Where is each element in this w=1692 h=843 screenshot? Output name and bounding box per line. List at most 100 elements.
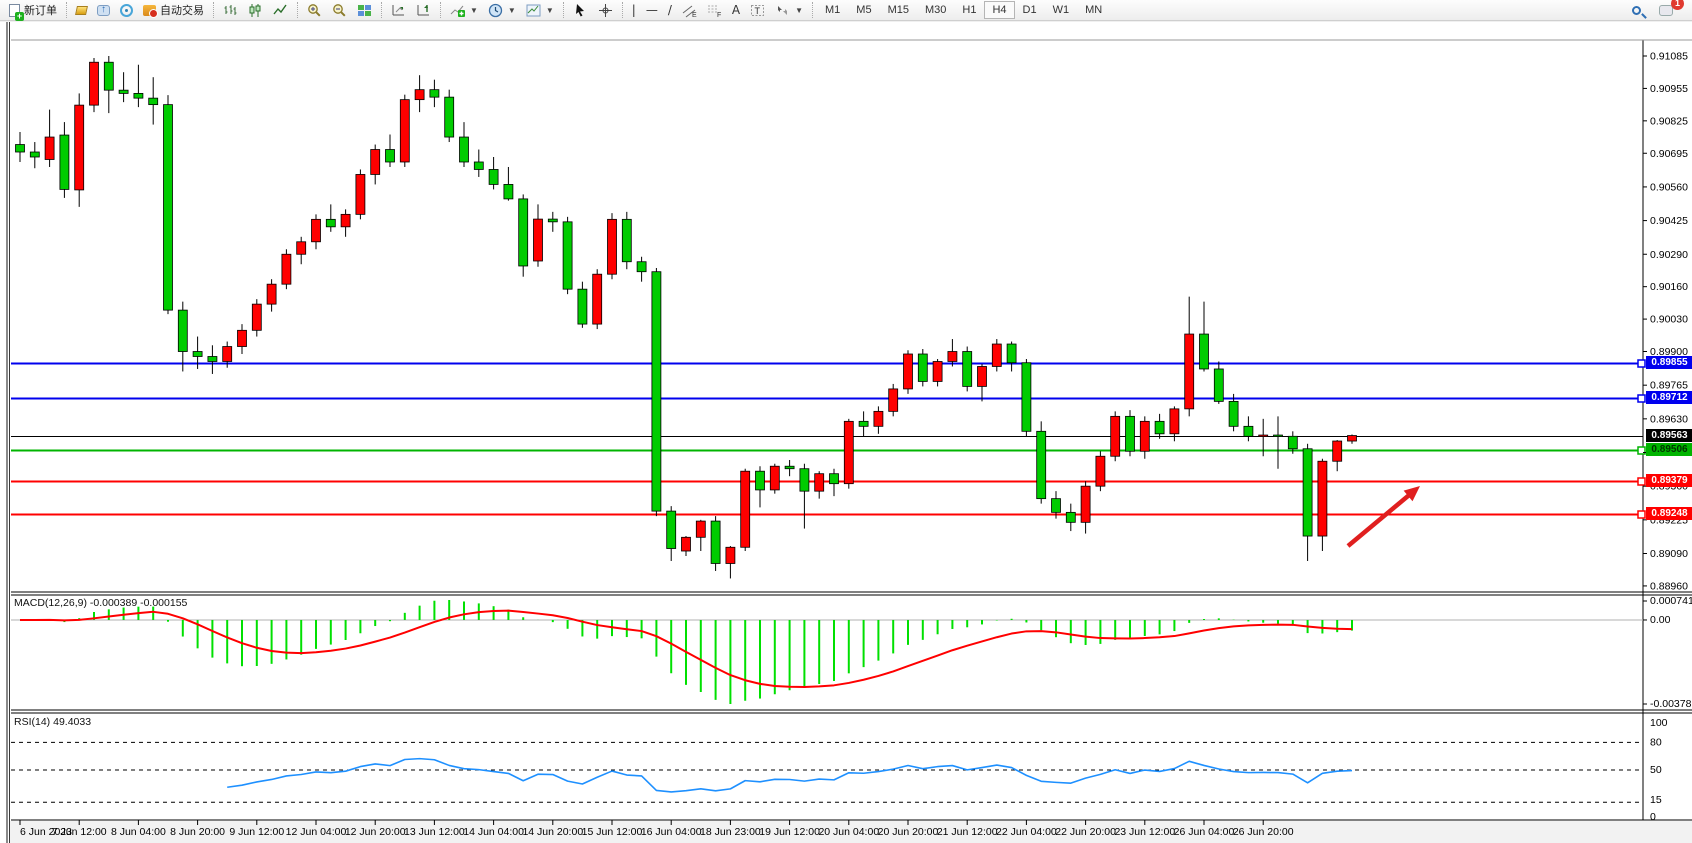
cursor-button[interactable] bbox=[568, 1, 593, 20]
bear-candle bbox=[59, 134, 70, 190]
price-level-marker: 0.89712 bbox=[1646, 391, 1692, 404]
price-tick-label: 0.91085 bbox=[1650, 51, 1688, 63]
hline-anchor[interactable] bbox=[1637, 359, 1646, 368]
price-tick-label: 0.90825 bbox=[1650, 115, 1688, 127]
chart-shift-button[interactable] bbox=[411, 1, 436, 20]
time-tick-label: 9 Jun 12:00 bbox=[229, 826, 284, 838]
template-icon bbox=[526, 4, 541, 16]
search-button[interactable] bbox=[1627, 1, 1646, 20]
timeframe-W1[interactable]: W1 bbox=[1052, 4, 1070, 16]
time-tick-label: 26 Jun 04:00 bbox=[1174, 826, 1235, 838]
zoom-in-icon bbox=[308, 3, 321, 17]
bear-candle bbox=[636, 261, 647, 273]
time-tick-label: 18 Jun 23:00 bbox=[700, 826, 761, 838]
bull-candle bbox=[1258, 434, 1269, 437]
timeframe-M1[interactable]: M1 bbox=[825, 4, 841, 16]
bear-candle bbox=[755, 470, 765, 491]
bear-candle bbox=[148, 97, 159, 106]
time-tick-label: 14 Jun 04:00 bbox=[463, 826, 524, 838]
vertical-line-button[interactable]: | bbox=[627, 1, 641, 20]
notifications-button[interactable]: 1 bbox=[1654, 0, 1684, 20]
arrows-button[interactable]: ▼ bbox=[770, 1, 808, 20]
equidistant-channel-button[interactable]: E bbox=[677, 1, 702, 20]
bear-candle bbox=[1125, 415, 1135, 452]
fibonacci-icon: F bbox=[707, 5, 721, 18]
timeframe-MN[interactable]: MN bbox=[1085, 4, 1103, 16]
svg-text:F: F bbox=[717, 12, 721, 18]
trend-arrow-head[interactable] bbox=[1403, 486, 1420, 502]
horizontal-line-button[interactable]: — bbox=[641, 1, 663, 20]
bull-candle bbox=[1110, 415, 1121, 457]
time-tick-label: 8 Jun 04:00 bbox=[111, 826, 166, 838]
timeframe-M30[interactable]: M30 bbox=[924, 4, 947, 16]
zoom-out-icon bbox=[333, 3, 346, 17]
market-depth-button[interactable] bbox=[71, 1, 92, 20]
bear-candle bbox=[429, 89, 440, 98]
time-tick-label: 22 Jun 04:00 bbox=[996, 826, 1057, 838]
bear-candle bbox=[1273, 434, 1283, 437]
periods-button[interactable]: ▼ bbox=[483, 1, 521, 20]
crosshair-button[interactable] bbox=[593, 1, 618, 20]
publish-button[interactable] bbox=[92, 1, 115, 20]
bear-candle bbox=[473, 161, 484, 170]
time-tick-label: 6 Jun 2023 bbox=[20, 826, 72, 838]
trendline-button[interactable]: / bbox=[663, 1, 677, 20]
bear-candle bbox=[858, 420, 869, 427]
bear-candle bbox=[459, 136, 469, 163]
tile-windows-button[interactable] bbox=[352, 1, 377, 20]
price-tick-label: 0.90695 bbox=[1650, 148, 1688, 160]
line-chart-button[interactable] bbox=[268, 1, 293, 20]
auto-trading-button[interactable]: 自动交易 bbox=[138, 1, 209, 20]
bear-candle bbox=[192, 351, 203, 357]
text-label-button[interactable]: T bbox=[745, 1, 770, 20]
time-tick-label: 23 Jun 12:00 bbox=[1114, 826, 1175, 838]
chart-window: ▼ USDCHF-,H4 0.89541 0.89567 0.89530 0.8… bbox=[0, 22, 1692, 843]
timeframe-D1[interactable]: D1 bbox=[1022, 4, 1037, 16]
bear-candle bbox=[917, 353, 928, 382]
text-button[interactable]: A bbox=[727, 1, 745, 20]
divider bbox=[562, 2, 564, 18]
hline-anchor[interactable] bbox=[1637, 394, 1646, 403]
templates-button[interactable]: ▼ bbox=[521, 1, 559, 20]
bear-candle bbox=[1199, 333, 1209, 370]
chevron-down-icon: ▼ bbox=[470, 5, 478, 15]
hline-anchor[interactable] bbox=[1637, 477, 1646, 486]
bull-candle bbox=[592, 273, 603, 325]
line-chart-icon bbox=[273, 4, 287, 14]
macd-axis-label: 0.000741 bbox=[1650, 595, 1692, 607]
auto-scroll-button[interactable] bbox=[386, 1, 411, 20]
bear-candle bbox=[118, 89, 129, 94]
time-tick-label: 20 Jun 20:00 bbox=[878, 826, 939, 838]
fibonacci-button[interactable]: F bbox=[702, 1, 727, 20]
chevron-down-icon: ▼ bbox=[795, 5, 803, 15]
price-tick-label: 0.89765 bbox=[1650, 380, 1688, 392]
bear-candle bbox=[577, 288, 588, 325]
signals-button[interactable] bbox=[115, 1, 138, 20]
zoom-in-button[interactable] bbox=[302, 1, 327, 20]
timeframe-H4[interactable]: H4 bbox=[984, 1, 1015, 19]
hline-anchor[interactable] bbox=[1637, 510, 1646, 519]
chart-canvas[interactable]: 0.91085 0.90955 0.90825 0.90695 0.90560 0.904… bbox=[0, 22, 1692, 843]
bear-candle bbox=[133, 93, 144, 99]
time-tick-label: 22 Jun 20:00 bbox=[1055, 826, 1116, 838]
bull-candle bbox=[266, 283, 277, 305]
hline-anchor[interactable] bbox=[1637, 446, 1646, 455]
timeframe-M5[interactable]: M5 bbox=[856, 4, 872, 16]
new-order-button[interactable]: 新订单 bbox=[4, 1, 62, 21]
bull-candle bbox=[873, 410, 884, 427]
bar-chart-button[interactable] bbox=[218, 1, 243, 20]
bull-candle bbox=[740, 470, 751, 548]
auto-trading-icon bbox=[143, 4, 158, 18]
trend-arrow[interactable] bbox=[1346, 490, 1414, 548]
divider bbox=[440, 2, 441, 18]
zoom-out-button[interactable] bbox=[327, 1, 352, 20]
crosshair-icon bbox=[598, 3, 612, 17]
candlestick-chart-button[interactable] bbox=[243, 1, 268, 20]
timeframe-M15[interactable]: M15 bbox=[887, 4, 909, 16]
window-left-edge bbox=[6, 22, 8, 843]
svg-text:E: E bbox=[692, 12, 697, 18]
rsi-axis-label: 80 bbox=[1650, 736, 1662, 748]
timeframe-H1[interactable]: H1 bbox=[962, 4, 977, 16]
indicators-button[interactable]: ▼ bbox=[445, 1, 483, 20]
